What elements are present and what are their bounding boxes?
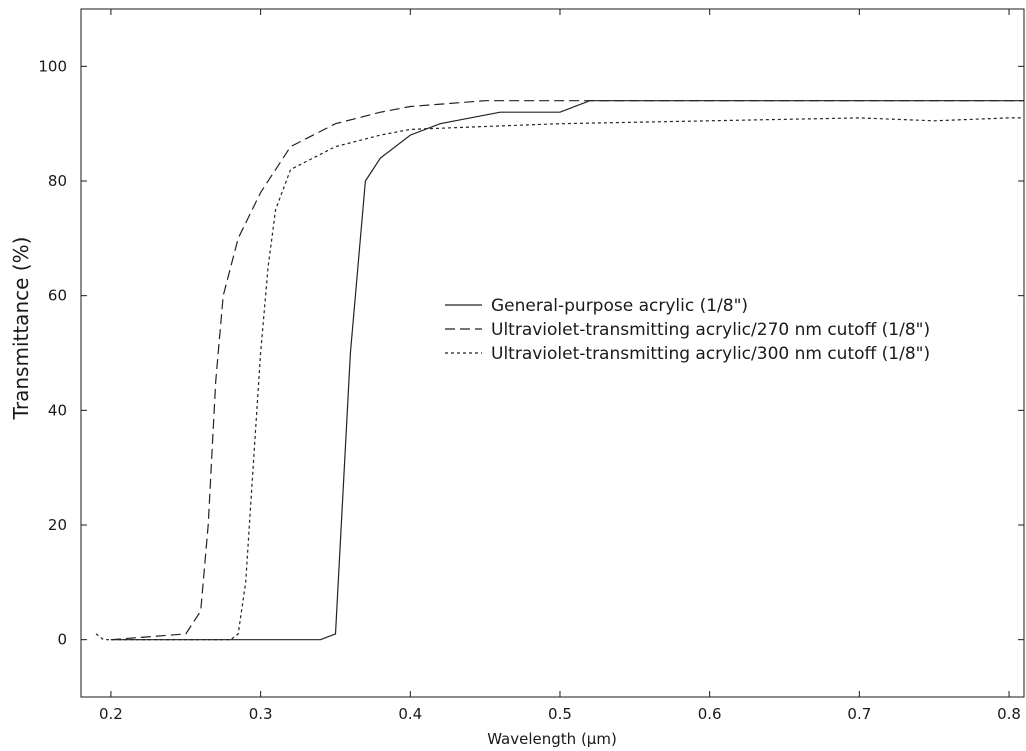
legend-label: Ultraviolet-transmitting acrylic/300 nm … (491, 344, 930, 364)
x-tick-label: 0.6 (698, 705, 722, 723)
x-tick-label: 0.3 (249, 705, 273, 723)
y-tick-label: 100 (38, 57, 67, 75)
series-line-dotted (95, 117, 1024, 641)
y-tick-label: 80 (48, 172, 67, 190)
y-tick-label: 40 (48, 401, 67, 419)
x-tick-label: 0.8 (997, 705, 1021, 723)
series-line-solid (110, 100, 1024, 641)
x-tick-label: 0.4 (398, 705, 422, 723)
x-tick-label: 0.5 (548, 705, 572, 723)
y-axis-title: Transmittance (%) (9, 237, 33, 421)
series-line-dashed (110, 100, 1024, 641)
legend-label: Ultraviolet-transmitting acrylic/270 nm … (491, 320, 930, 340)
x-tick-label: 0.2 (99, 705, 123, 723)
series-layer (95, 100, 1024, 641)
y-tick-label: 60 (48, 287, 67, 305)
y-tick-label: 0 (57, 631, 67, 649)
legend: General-purpose acrylic (1/8") Ultraviole… (445, 296, 930, 364)
plot-frame (80, 8, 1025, 698)
x-tick-label: 0.7 (847, 705, 871, 723)
legend-label: General-purpose acrylic (1/8") (491, 296, 748, 316)
y-tick-label: 20 (48, 516, 67, 534)
axis-ticks: 0.2 0.3 0.4 0.5 0.6 0.7 0.8 0 20 40 60 80 100 (38, 9, 1024, 723)
x-axis-title: Wavelength (µm) (487, 730, 617, 748)
